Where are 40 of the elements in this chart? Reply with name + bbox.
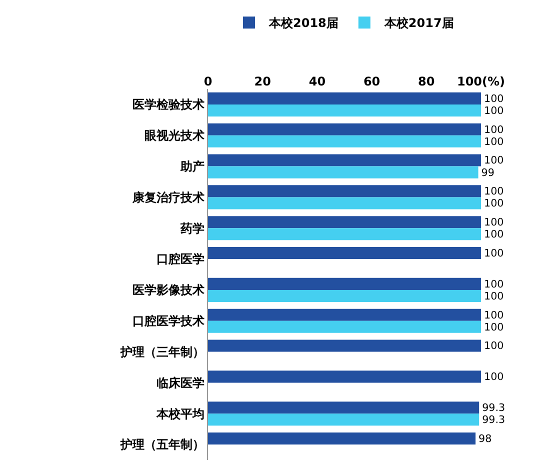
y-tick-label: 康复治疗技术 xyxy=(132,190,205,204)
y-tick-label: 助产 xyxy=(180,159,205,174)
x-tick-label: 40 xyxy=(308,74,326,89)
data-label: 100 xyxy=(484,340,504,352)
y-tick-label: 医学检验技术 xyxy=(132,98,205,112)
y-tick-label: 眼视光技术 xyxy=(144,128,205,143)
data-label: 100 xyxy=(484,309,504,322)
y-tick-label: 本校平均 xyxy=(156,406,205,421)
data-label: 100 xyxy=(484,124,504,136)
x-tick-label: 0 xyxy=(204,74,212,89)
y-tick-label: 口腔医学技术 xyxy=(132,314,205,328)
data-label: 100 xyxy=(484,136,504,148)
data-label: 100 xyxy=(484,104,504,117)
data-label: 99.3 xyxy=(482,414,506,426)
data-label: 100 xyxy=(484,154,504,167)
data-label: 100 xyxy=(484,198,504,210)
data-label: 100 xyxy=(484,290,504,302)
y-tick-label: 护理（三年制） xyxy=(120,344,205,359)
legend-label: 本校2017届 xyxy=(383,16,454,30)
x-tick-label: 60 xyxy=(363,74,380,89)
y-tick-label: 护理（五年制） xyxy=(120,438,205,452)
data-label: 99.3 xyxy=(482,402,506,414)
data-label: 100 xyxy=(484,228,504,241)
y-tick-label: 口腔医学 xyxy=(156,252,205,266)
x-tick-label: 100(%) xyxy=(456,74,506,89)
data-label: 100 xyxy=(484,247,504,260)
y-tick-label: 药学 xyxy=(180,221,205,236)
legend-label: 本校2018届 xyxy=(268,16,338,30)
data-label: 100 xyxy=(484,92,504,105)
data-label: 100 xyxy=(484,371,504,384)
y-tick-label: 医学影像技术 xyxy=(132,283,205,298)
data-label: 100 xyxy=(484,278,504,290)
x-tick-label: 80 xyxy=(418,74,435,89)
data-label: 100 xyxy=(484,321,504,334)
x-tick-label: 20 xyxy=(254,74,271,89)
data-label: 100 xyxy=(484,186,504,198)
y-tick-label: 临床医学 xyxy=(156,376,205,390)
data-label: 98 xyxy=(478,432,492,445)
data-label: 100 xyxy=(484,216,504,229)
data-label: 99 xyxy=(481,166,494,179)
